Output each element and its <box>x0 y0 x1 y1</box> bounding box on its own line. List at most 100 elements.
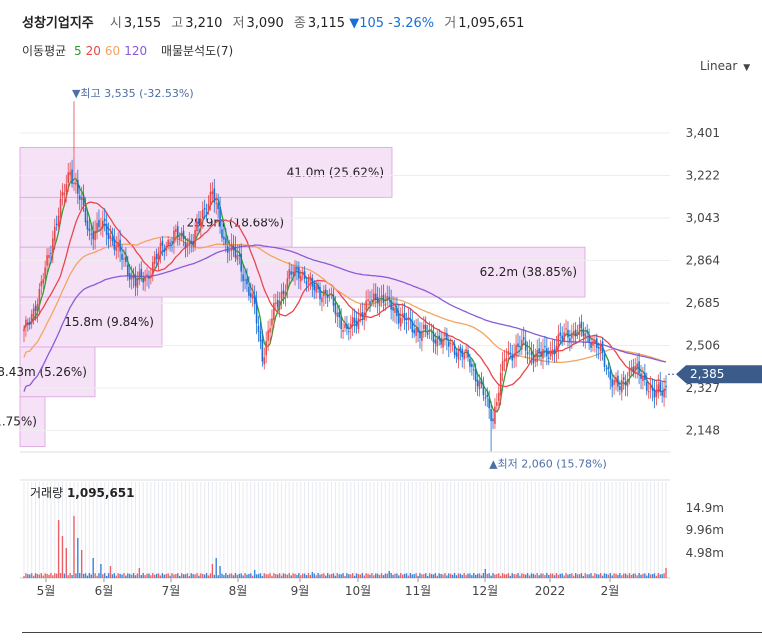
volume-bar <box>609 573 611 578</box>
candle-body <box>201 209 204 219</box>
candle-body <box>344 324 346 329</box>
candle-body <box>409 318 412 321</box>
volume-bar <box>478 573 481 578</box>
low-label: 저 <box>232 16 245 31</box>
candle-body <box>230 243 233 251</box>
ma-120[interactable]: 120 <box>124 44 148 58</box>
volume-bar <box>321 573 323 578</box>
volume-tick-label: 9.96m <box>686 523 724 537</box>
candle-body <box>221 229 223 238</box>
candle-body <box>394 307 396 313</box>
volume-bar <box>104 573 106 578</box>
scale-selector[interactable]: Linear ▼ <box>700 59 750 73</box>
candle-body <box>251 294 254 299</box>
candle-body <box>509 352 512 355</box>
volume-bar <box>340 574 342 578</box>
volume-bar <box>82 573 85 578</box>
volume-bar <box>167 573 169 578</box>
candle-body <box>248 286 250 296</box>
volume-bar <box>303 573 306 578</box>
grid-layer: 3,401 3,222 3,043 2,864 2,685 2,506 2,327 2,148 <box>20 126 720 453</box>
volume-bar <box>619 573 621 578</box>
candle-body <box>651 388 654 391</box>
candle-body <box>446 333 448 340</box>
candle-body <box>482 383 485 396</box>
candle-body <box>326 295 329 298</box>
volume-bar <box>323 573 325 578</box>
y-tick-label: 2,864 <box>686 254 720 268</box>
candle-body <box>280 291 283 300</box>
volume-bar <box>451 574 454 578</box>
volume-title: 거래량 1,095,651 <box>30 486 135 500</box>
candle-body <box>92 232 94 240</box>
candle-body <box>151 262 154 276</box>
candle-body <box>417 327 419 333</box>
volume-bar <box>430 574 433 578</box>
candle-body <box>432 331 435 343</box>
volume-bar <box>465 575 467 578</box>
volume-bar <box>127 573 129 578</box>
volume-profile-toggle[interactable]: 매물분석도(7) <box>160 44 234 58</box>
candle-body <box>615 377 617 383</box>
x-tick-label: 12월 <box>472 584 498 598</box>
candle-body <box>609 371 612 380</box>
volume-profile-label: 15.8m (9.84%) <box>64 315 154 329</box>
volume-bar <box>23 576 25 578</box>
candle-body <box>467 350 469 358</box>
volume-bar <box>532 573 535 578</box>
candle-body <box>311 278 314 287</box>
volume-bar <box>394 573 396 578</box>
volume-bar <box>434 573 437 578</box>
volume-bar <box>278 573 281 578</box>
volume-bar <box>250 573 252 578</box>
candle-body <box>69 171 71 176</box>
candle-body <box>78 195 81 200</box>
candle-body <box>551 349 554 354</box>
x-tick-label: 2022 <box>535 584 566 598</box>
volume-bar <box>336 573 339 578</box>
volume-bar <box>559 573 561 578</box>
candle-body <box>55 223 58 225</box>
volume-bar <box>596 574 598 578</box>
volume-bar <box>373 575 375 578</box>
volume-bar <box>223 575 225 578</box>
volume-bar <box>367 573 369 578</box>
candle-body <box>205 212 208 214</box>
candle-body <box>351 317 354 326</box>
stock-header: 성창기업지주 시 3,155 고 3,210 저 3,090 종 3,115 ▼105 … <box>22 12 524 31</box>
volume-bar <box>371 573 373 578</box>
volume-profile-layer: 41.0m (25.62%) 29.9m (18.68%) 62.2m (38.85… <box>0 147 586 448</box>
volume-bar <box>267 574 269 578</box>
volume-bar <box>205 573 208 578</box>
volume-bar <box>576 574 579 578</box>
candle-body <box>223 236 225 240</box>
volume-bar <box>488 573 490 578</box>
candle-body <box>596 338 598 348</box>
volume-bar <box>386 573 388 578</box>
candle-body <box>388 296 391 299</box>
volume-bar <box>271 575 273 578</box>
volume-bar <box>588 574 590 578</box>
candle-body <box>396 307 398 317</box>
candle-body <box>513 353 515 359</box>
candle-body <box>238 255 241 257</box>
ma-60[interactable]: 60 <box>104 44 121 58</box>
ma-5[interactable]: 5 <box>74 44 82 58</box>
candle-body <box>447 341 450 347</box>
volume-bar <box>259 573 262 578</box>
candle-body <box>303 271 306 279</box>
candle-body <box>236 255 239 260</box>
candle-body <box>138 271 141 281</box>
ma-20[interactable]: 20 <box>85 44 101 58</box>
volume-bar <box>98 573 100 578</box>
candle-body <box>150 275 152 277</box>
volume-bar <box>498 573 500 578</box>
label-layer: ▼최고 3,535 (-32.53%) ▲최저 2,060 (15.78%) 2,3… <box>37 87 762 598</box>
candle-body <box>503 359 506 362</box>
candle-body <box>290 271 292 275</box>
volume-bar <box>632 573 635 578</box>
candle-body <box>530 352 533 355</box>
volume-bar <box>442 574 444 578</box>
ma-legend-label[interactable]: 이동평균 <box>22 44 67 58</box>
